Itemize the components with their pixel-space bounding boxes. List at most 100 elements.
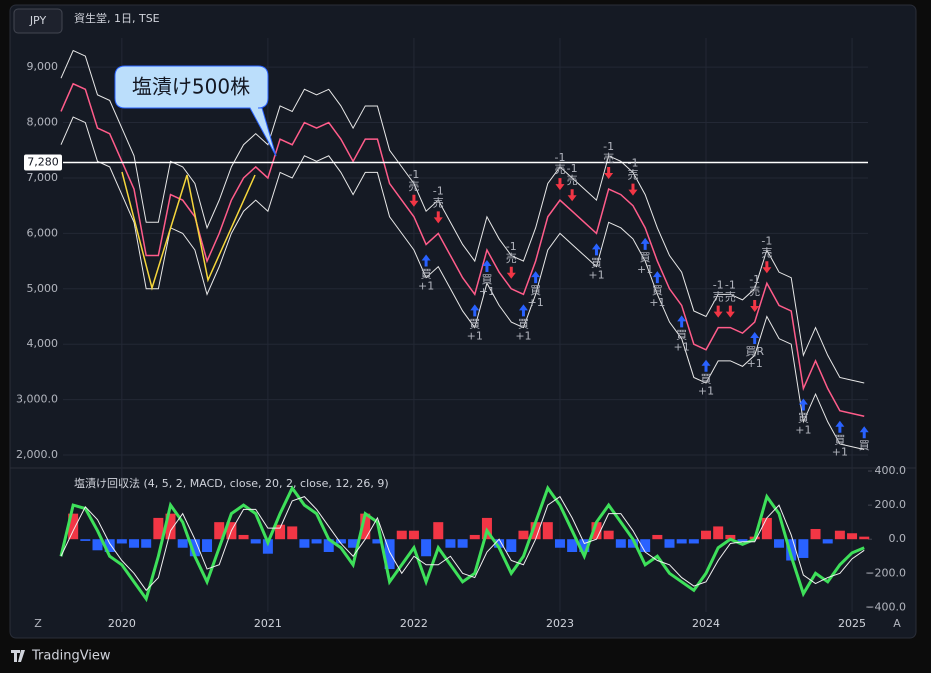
histogram-bar bbox=[652, 534, 663, 540]
buy-arrow bbox=[640, 237, 650, 250]
x-tick-label: 2023 bbox=[546, 617, 574, 630]
histogram-bar bbox=[530, 522, 541, 540]
buy-arrow bbox=[859, 426, 869, 439]
histogram-bar bbox=[372, 539, 383, 544]
histogram-bar bbox=[92, 539, 103, 551]
y-tick-label: 400.0 bbox=[875, 464, 907, 477]
histogram-bar bbox=[433, 522, 444, 540]
signal-label: 買 bbox=[859, 439, 870, 452]
y-tick-label: 3,000.0 bbox=[16, 393, 58, 406]
signal-qty: +1 bbox=[588, 268, 604, 281]
signal-qty: -1 bbox=[554, 151, 565, 164]
buy-arrow bbox=[835, 420, 845, 433]
histogram-bar bbox=[141, 539, 152, 548]
y-tick-label: −400.0 bbox=[865, 600, 906, 613]
histogram-bar bbox=[68, 513, 79, 540]
buy-arrow bbox=[701, 359, 711, 372]
signal-label: 買 bbox=[640, 251, 651, 264]
histogram-bar bbox=[275, 524, 286, 540]
indicator-title: 塩漬け回収法 (4, 5, 2, MACD, close, 20, 2, clo… bbox=[74, 476, 389, 490]
buy-arrow bbox=[591, 243, 601, 256]
signal-label: 買 bbox=[469, 317, 480, 330]
histogram-bar bbox=[421, 539, 432, 557]
histogram-bar bbox=[299, 539, 310, 548]
sell-arrow bbox=[713, 305, 723, 318]
buy-arrow bbox=[677, 315, 687, 328]
histogram-bar bbox=[153, 517, 164, 540]
buy-arrow bbox=[470, 304, 480, 317]
histogram-bar bbox=[542, 522, 553, 540]
histogram-bar bbox=[822, 539, 833, 544]
histogram-bar bbox=[177, 539, 188, 548]
buy-arrow bbox=[421, 254, 431, 267]
y-tick-label: 4,000 bbox=[27, 337, 59, 350]
histogram-bar bbox=[506, 539, 517, 552]
signal-qty: -1 bbox=[761, 234, 772, 247]
histogram-bar bbox=[761, 517, 772, 540]
signal-qty: +1 bbox=[637, 263, 653, 276]
logo bbox=[11, 650, 25, 662]
signal-label: 買 bbox=[591, 256, 602, 269]
signal-qty: +1 bbox=[832, 446, 848, 459]
sell-arrow bbox=[750, 300, 760, 313]
histogram-bar bbox=[214, 522, 225, 540]
macd-line bbox=[59, 484, 865, 603]
histogram-bar bbox=[165, 513, 176, 540]
histogram-bar bbox=[798, 539, 809, 558]
histogram-bar bbox=[603, 530, 614, 540]
histogram-bar bbox=[676, 539, 687, 544]
symbol: 資生堂, 1日, TSE bbox=[74, 11, 160, 25]
y-tick-label: 200.0 bbox=[875, 498, 907, 511]
sell-arrow bbox=[567, 189, 577, 202]
signal-label: 買R bbox=[745, 345, 764, 358]
signal-label: 売 bbox=[408, 180, 419, 193]
signal-qty: -1 bbox=[725, 279, 736, 292]
currency: JPY bbox=[29, 14, 47, 27]
histogram-bar bbox=[834, 530, 845, 540]
axis-button[interactable]: A bbox=[893, 617, 901, 630]
signal-qty: -1 bbox=[628, 157, 639, 170]
signal-qty: +1 bbox=[795, 424, 811, 437]
signal-label: 買 bbox=[834, 434, 845, 447]
sell-arrow bbox=[409, 194, 419, 207]
signal-label: 売 bbox=[567, 174, 578, 187]
signal-qty: +1 bbox=[747, 357, 763, 370]
buy-arrow bbox=[652, 271, 662, 284]
histogram-bar bbox=[774, 539, 785, 548]
signal-label: 買 bbox=[701, 373, 712, 386]
histogram-bar bbox=[311, 539, 322, 544]
signal-qty: +1 bbox=[698, 385, 714, 398]
macd-line bbox=[60, 495, 865, 592]
histogram-bar bbox=[859, 536, 870, 540]
buy-arrow bbox=[482, 260, 492, 273]
signal-qty: +1 bbox=[515, 329, 531, 342]
axis-button[interactable]: Z bbox=[34, 617, 42, 630]
signal-label: 売 bbox=[749, 285, 760, 298]
signal-qty: -1 bbox=[713, 279, 724, 292]
panel bbox=[9, 4, 917, 639]
histogram-bar bbox=[615, 539, 626, 548]
signal-qty: -1 bbox=[408, 168, 419, 181]
histogram-bar bbox=[518, 530, 529, 540]
histogram-bar bbox=[348, 539, 359, 548]
histogram-bar bbox=[250, 539, 261, 544]
histogram-bar bbox=[189, 539, 200, 557]
histogram-bar bbox=[664, 539, 675, 548]
histogram-bar bbox=[408, 530, 419, 540]
buy-arrow bbox=[518, 304, 528, 317]
currency-button[interactable] bbox=[13, 8, 63, 34]
x-tick-label: 2024 bbox=[692, 617, 720, 630]
price-label: 7,280 bbox=[27, 155, 59, 168]
signal-qty: -1 bbox=[603, 140, 614, 153]
signal-qty: +1 bbox=[649, 296, 665, 309]
histogram-bar bbox=[104, 539, 115, 552]
y-tick-label: 7,000 bbox=[27, 171, 59, 184]
signal-qty: +1 bbox=[479, 285, 495, 298]
histogram-bar bbox=[713, 526, 724, 540]
y-tick-label: 6,000 bbox=[27, 226, 59, 239]
signal-label: 売 bbox=[627, 169, 638, 182]
band-line bbox=[60, 49, 865, 384]
histogram-bar bbox=[445, 539, 456, 548]
histogram-bar bbox=[786, 539, 797, 561]
